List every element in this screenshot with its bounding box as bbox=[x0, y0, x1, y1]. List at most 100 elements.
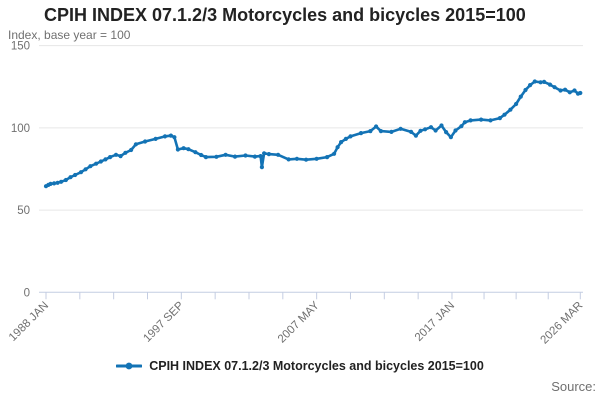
data-point bbox=[203, 155, 208, 160]
source-label: Source: bbox=[551, 379, 596, 394]
data-point bbox=[73, 172, 78, 178]
data-point bbox=[497, 116, 502, 121]
data-point bbox=[532, 79, 537, 84]
data-point bbox=[98, 159, 103, 164]
data-point bbox=[538, 80, 543, 85]
data-point bbox=[348, 134, 353, 139]
series-line bbox=[44, 80, 582, 188]
data-point bbox=[294, 156, 299, 161]
data-point bbox=[558, 88, 563, 93]
data-point bbox=[413, 133, 418, 138]
data-point bbox=[518, 94, 523, 99]
data-point bbox=[52, 181, 57, 186]
data-point bbox=[398, 126, 403, 131]
data-point bbox=[162, 134, 168, 139]
data-point bbox=[567, 90, 572, 95]
data-point bbox=[418, 128, 423, 133]
data-point bbox=[439, 123, 444, 128]
data-point bbox=[243, 153, 248, 158]
data-point bbox=[48, 181, 53, 186]
legend-dot bbox=[125, 362, 133, 370]
data-point bbox=[181, 146, 186, 151]
data-point bbox=[468, 118, 473, 123]
data-point bbox=[502, 112, 507, 117]
data-point bbox=[374, 124, 379, 129]
chart-title: CPIH INDEX 07.1.2/3 Motorcycles and bicy… bbox=[44, 5, 526, 25]
data-point bbox=[103, 157, 108, 162]
y-tick-label: 50 bbox=[17, 205, 30, 217]
data-point bbox=[368, 129, 373, 134]
data-point bbox=[335, 145, 340, 150]
x-tick-label: 2026 MAR bbox=[539, 300, 586, 347]
data-point bbox=[88, 164, 93, 169]
legend-line-dot-icon bbox=[116, 362, 143, 370]
data-point bbox=[552, 85, 557, 90]
data-point bbox=[514, 101, 519, 107]
data-point bbox=[172, 135, 177, 140]
data-point bbox=[542, 79, 547, 84]
data-point bbox=[259, 165, 264, 170]
data-point bbox=[223, 152, 228, 157]
x-tick-label: 2007 MAY bbox=[276, 299, 322, 345]
data-point bbox=[428, 125, 434, 130]
y-tick-label: 0 bbox=[24, 287, 30, 299]
data-point bbox=[572, 88, 577, 93]
data-point bbox=[339, 140, 344, 145]
data-point bbox=[286, 157, 291, 162]
data-point bbox=[378, 129, 383, 134]
data-point bbox=[528, 83, 533, 88]
data-point bbox=[453, 128, 458, 133]
y-tick-label: 100 bbox=[11, 123, 30, 135]
data-point bbox=[523, 87, 528, 93]
data-point bbox=[68, 175, 73, 180]
data-point bbox=[55, 180, 60, 185]
data-point bbox=[63, 177, 68, 183]
data-point bbox=[358, 131, 364, 136]
data-point bbox=[113, 152, 119, 157]
data-point bbox=[304, 157, 309, 162]
data-point bbox=[459, 124, 464, 129]
data-point bbox=[266, 152, 271, 157]
data-point bbox=[168, 133, 173, 138]
data-point bbox=[508, 107, 513, 112]
y-tick-label: 150 bbox=[11, 41, 30, 53]
data-point bbox=[578, 90, 583, 96]
data-point bbox=[232, 154, 238, 159]
data-point bbox=[143, 139, 148, 144]
data-point bbox=[59, 179, 64, 184]
data-point bbox=[479, 117, 484, 122]
data-point bbox=[175, 147, 180, 152]
data-point bbox=[325, 155, 330, 160]
data-point bbox=[252, 154, 257, 159]
data-point bbox=[488, 118, 493, 123]
x-tick-label: 2017 JAN bbox=[413, 300, 457, 344]
data-point bbox=[389, 129, 394, 134]
data-point bbox=[409, 129, 414, 134]
data-point bbox=[186, 147, 191, 152]
data-point bbox=[108, 155, 113, 160]
data-point bbox=[433, 128, 438, 133]
data-point bbox=[118, 154, 123, 159]
data-point bbox=[423, 127, 428, 132]
data-point bbox=[94, 161, 99, 166]
legend-label: CPIH INDEX 07.1.2/3 Motorcycles and bicy… bbox=[149, 359, 484, 373]
legend: CPIH INDEX 07.1.2/3 Motorcycles and bicy… bbox=[0, 359, 600, 373]
data-point bbox=[547, 82, 553, 87]
data-point bbox=[193, 150, 198, 155]
data-point bbox=[262, 151, 267, 156]
data-point bbox=[448, 135, 453, 140]
data-point bbox=[214, 154, 219, 159]
data-point bbox=[314, 156, 319, 161]
x-tick-label: 1997 SEP bbox=[141, 299, 186, 344]
chart-subtitle: Index, base year = 100 bbox=[8, 28, 131, 42]
data-point bbox=[276, 152, 281, 157]
data-point bbox=[129, 147, 134, 153]
data-point bbox=[83, 167, 88, 172]
data-point bbox=[444, 130, 449, 135]
data-point bbox=[199, 152, 204, 158]
data-point bbox=[133, 142, 138, 147]
data-point bbox=[343, 136, 348, 141]
data-point bbox=[258, 154, 263, 159]
